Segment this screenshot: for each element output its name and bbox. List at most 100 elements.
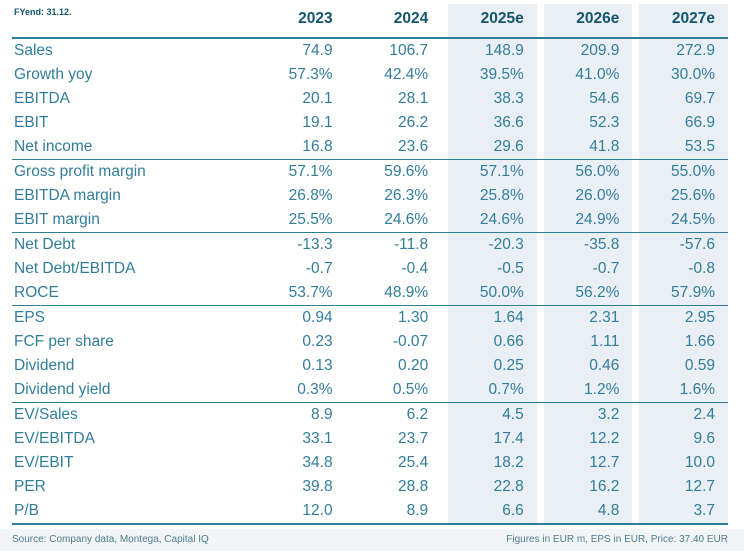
value-cell: 12.7	[632, 475, 728, 499]
row-label: Net Debt	[12, 232, 250, 257]
table-row: FCF per share 0.23 -0.07 0.66 1.11 1.66	[12, 330, 728, 354]
value-cell: 18.2	[441, 451, 537, 475]
row-label: EBIT margin	[14, 211, 100, 228]
value-cell: 57.3%	[288, 66, 333, 83]
value-cell: 48.9%	[384, 284, 429, 301]
value-cell: -13.3	[250, 232, 346, 257]
value-cell: 0.3%	[297, 381, 333, 398]
table-row: Dividend yield 0.3% 0.5% 0.7% 1.2% 1.6%	[12, 378, 728, 402]
value-cell: 26.0%	[536, 184, 633, 208]
row-label: EBITDA	[14, 90, 70, 107]
value-cell: 20.1	[302, 90, 333, 107]
value-cell: 2.95	[632, 305, 728, 330]
row-label: Dividend yield	[14, 381, 111, 398]
value-cell: 19.1	[302, 114, 333, 131]
value-cell: 25.4	[398, 454, 429, 471]
value-cell: 1.64	[441, 305, 537, 330]
value-cell: 0.94	[250, 305, 346, 330]
value-cell: 22.8	[441, 475, 537, 499]
value-cell: 39.8	[302, 478, 333, 495]
value-cell: 1.66	[632, 330, 728, 354]
value-cell: 0.5%	[392, 381, 429, 398]
value-cell: 55.0%	[632, 159, 728, 184]
table-row: Growth yoy 57.3% 42.4% 39.5% 41.0% 30.0%	[12, 63, 728, 87]
value-cell: 6.6	[441, 499, 537, 525]
value-cell: 28.8	[398, 478, 429, 495]
value-cell: 69.7	[632, 87, 728, 111]
value-cell: 53.5	[632, 135, 728, 159]
value-cell: 0.25	[441, 354, 537, 378]
value-cell: 54.6	[536, 87, 633, 111]
table-wrap: FYend: 31.12. 2023 2024 2025e 2026e 2027e Sa…	[0, 4, 744, 525]
value-cell: 23.6	[398, 138, 429, 155]
value-cell: -0.4	[401, 260, 429, 277]
table-row: EBITDA 20.1 28.1 38.3 54.6 69.7	[12, 87, 728, 111]
table-row: Sales 74.9 106.7 148.9 209.9 272.9	[12, 39, 728, 63]
row-label: EPS	[12, 305, 250, 330]
value-cell: 1.11	[536, 330, 633, 354]
row-label: P/B	[12, 499, 250, 525]
row-label: Gross profit margin	[12, 159, 250, 184]
value-cell: 272.9	[632, 39, 728, 63]
value-cell: 12.0	[250, 499, 346, 525]
table-row: Net Debt -13.3 -11.8 -20.3 -35.8 -57.6	[12, 232, 728, 257]
value-cell: 24.9%	[536, 208, 633, 232]
table-row: EV/Sales 8.9 6.2 4.5 3.2 2.4	[12, 402, 728, 427]
table-row: Dividend 0.13 0.20 0.25 0.46 0.59	[12, 354, 728, 378]
value-cell: 12.7	[536, 451, 633, 475]
value-cell: 8.9	[250, 402, 346, 427]
value-cell: 3.2	[536, 402, 633, 427]
row-label: Net Debt/EBITDA	[14, 260, 136, 277]
value-cell: 57.9%	[632, 281, 728, 305]
value-cell: 57.1%	[250, 159, 346, 184]
value-cell: 17.4	[441, 427, 537, 451]
value-cell: 24.6%	[441, 208, 537, 232]
value-cell: 23.7	[398, 430, 429, 447]
row-label: FCF per share	[14, 333, 114, 350]
value-cell: 28.1	[398, 90, 429, 107]
value-cell: 39.5%	[441, 63, 537, 87]
value-cell: 57.1%	[441, 159, 537, 184]
row-label: Net income	[14, 138, 93, 155]
table-row: EPS 0.94 1.30 1.64 2.31 2.95	[12, 305, 728, 330]
row-label: EBIT	[14, 114, 49, 131]
value-cell: 36.6	[441, 111, 537, 135]
value-cell: -0.5	[441, 257, 537, 281]
fyend-label: FYend: 31.12.	[12, 4, 250, 39]
value-cell: 0.23	[302, 333, 333, 350]
value-cell: 9.6	[632, 427, 728, 451]
row-label: EV/EBITDA	[14, 430, 95, 447]
value-cell: 26.8%	[288, 187, 333, 204]
value-cell: 25.5%	[288, 211, 333, 228]
row-label: PER	[14, 478, 46, 495]
table-row: EBITDA margin 26.8% 26.3% 25.8% 26.0% 25.6%	[12, 184, 728, 208]
table-row: Gross profit margin 57.1% 59.6% 57.1% 56.0% 5…	[12, 159, 728, 184]
row-label: Growth yoy	[14, 66, 93, 83]
header-row: FYend: 31.12. 2023 2024 2025e 2026e 2027e	[12, 4, 728, 39]
row-label: ROCE	[14, 284, 59, 301]
value-cell: 29.6	[441, 135, 537, 159]
value-cell: 74.9	[302, 42, 333, 59]
value-cell: 53.7%	[288, 284, 333, 301]
value-cell: 0.13	[302, 357, 333, 374]
table-row: ROCE 53.7% 48.9% 50.0% 56.2% 57.9%	[12, 281, 728, 305]
year-header: 2024	[345, 4, 442, 39]
row-label: EV/Sales	[12, 402, 250, 427]
row-label: EV/EBIT	[14, 454, 74, 471]
value-cell: 56.2%	[536, 281, 633, 305]
value-cell: 25.6%	[632, 184, 728, 208]
year-header: 2025e	[441, 4, 537, 39]
row-label: Sales	[14, 42, 53, 59]
value-cell: 59.6%	[345, 159, 442, 184]
table-row: EV/EBIT 34.8 25.4 18.2 12.7 10.0	[12, 451, 728, 475]
table-row: Net income 16.8 23.6 29.6 41.8 53.5	[12, 135, 728, 159]
value-cell: 2.4	[632, 402, 728, 427]
value-cell: 0.46	[536, 354, 633, 378]
value-cell: 1.6%	[632, 378, 728, 402]
value-cell: -57.6	[632, 232, 728, 257]
value-cell: 16.2	[536, 475, 633, 499]
value-cell: 0.7%	[441, 378, 537, 402]
value-cell: -0.8	[632, 257, 728, 281]
figures-note: Figures in EUR m, EPS in EUR, Price: 37.…	[506, 534, 728, 545]
